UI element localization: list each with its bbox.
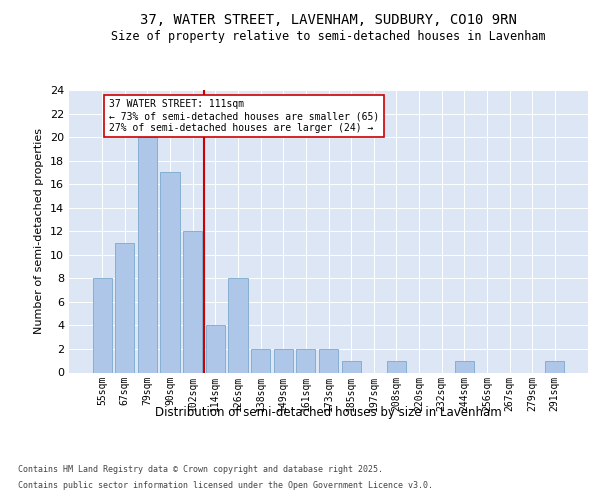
Text: 37 WATER STREET: 111sqm
← 73% of semi-detached houses are smaller (65)
27% of se: 37 WATER STREET: 111sqm ← 73% of semi-de… [109,100,379,132]
Text: Distribution of semi-detached houses by size in Lavenham: Distribution of semi-detached houses by … [155,406,502,419]
Text: Contains public sector information licensed under the Open Government Licence v3: Contains public sector information licen… [18,480,433,490]
Bar [115,243,134,372]
Bar [296,349,316,372]
Bar [319,349,338,372]
Bar [455,360,474,372]
Text: 37, WATER STREET, LAVENHAM, SUDBURY, CO10 9RN: 37, WATER STREET, LAVENHAM, SUDBURY, CO1… [140,12,517,26]
Bar [341,360,361,372]
Text: Contains HM Land Registry data © Crown copyright and database right 2025.: Contains HM Land Registry data © Crown c… [18,466,383,474]
Bar [92,278,112,372]
Bar [274,349,293,372]
Bar [206,326,225,372]
Bar [183,231,202,372]
Bar [545,360,565,372]
Bar [229,278,248,372]
Bar [251,349,270,372]
Text: Size of property relative to semi-detached houses in Lavenham: Size of property relative to semi-detach… [112,30,546,43]
Y-axis label: Number of semi-detached properties: Number of semi-detached properties [34,128,44,334]
Bar [138,137,157,372]
Bar [160,172,180,372]
Bar [387,360,406,372]
